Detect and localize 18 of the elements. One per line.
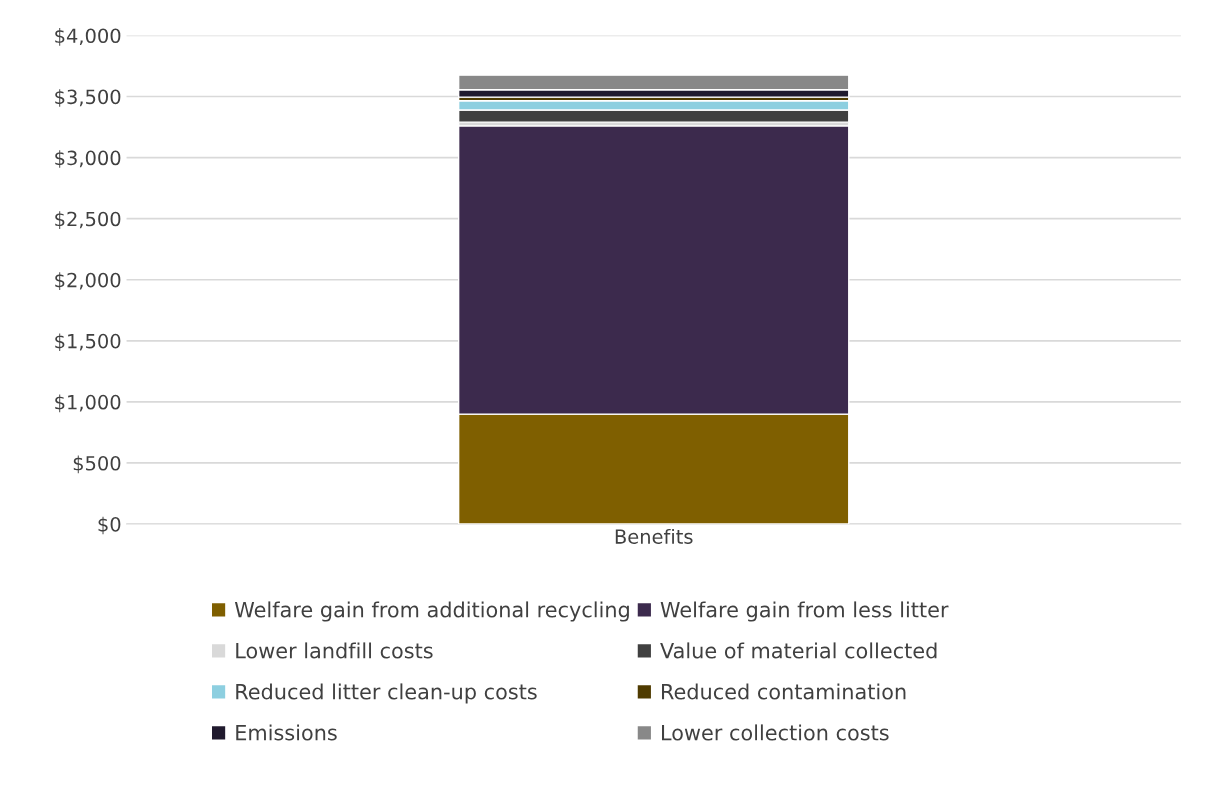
y-tick-label: $2,000 bbox=[55, 272, 121, 290]
legend-label: Value of material collected bbox=[660, 642, 937, 659]
legend-label: Lower collection costs bbox=[662, 724, 889, 741]
legend-label: Lower landfill costs bbox=[236, 642, 433, 659]
y-tick-label: $0 bbox=[98, 516, 121, 535]
legend-label: Welfare gain from additional recycling bbox=[234, 601, 629, 622]
y-tick-label: $4,000 bbox=[55, 28, 121, 46]
y-tick-label: $500 bbox=[73, 455, 121, 474]
legend-label: Reduced litter clean-up costs bbox=[236, 683, 537, 704]
legend-label: Emissions bbox=[236, 724, 337, 741]
y-tick-label: $1,000 bbox=[55, 394, 121, 413]
legend-label: Reduced contamination bbox=[662, 683, 906, 700]
y-tick-label: $3,000 bbox=[55, 150, 121, 168]
y-tick-label: $2,500 bbox=[55, 211, 121, 229]
legend-label: Welfare gain from less litter bbox=[660, 601, 949, 622]
y-tick-label: $3,500 bbox=[55, 89, 121, 107]
y-tick-label: $1,500 bbox=[55, 333, 121, 352]
x-tick-label: Benefits bbox=[615, 528, 693, 544]
